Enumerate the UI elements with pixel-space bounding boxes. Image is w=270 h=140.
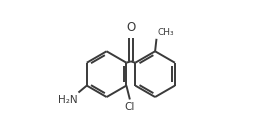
Text: O: O xyxy=(126,21,136,34)
Text: H₂N: H₂N xyxy=(58,95,78,105)
Text: CH₃: CH₃ xyxy=(157,28,174,37)
Text: Cl: Cl xyxy=(125,102,135,112)
